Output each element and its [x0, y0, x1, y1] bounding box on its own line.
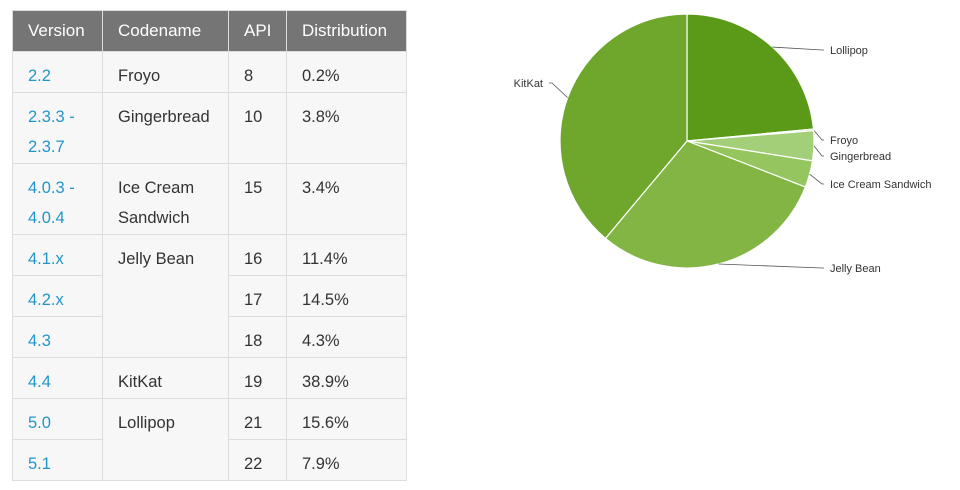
- version-cell: 4.2.x: [12, 275, 103, 317]
- api-cell: 10: [228, 92, 287, 164]
- pie-leader-line: [813, 129, 824, 141]
- version-cell: 5.0: [12, 398, 103, 440]
- table-row: 5.1 22 7.9%: [12, 439, 407, 481]
- pie-chart-svg: Lollipop Froyo Gingerbread Ice Cream Sandwi…: [514, 13, 932, 275]
- pie-label: Ice Cream Sandwich: [830, 179, 932, 191]
- codename-cell: Ice Cream Sandwich: [102, 163, 229, 235]
- pie-chart: Lollipop Froyo Gingerbread Ice Cream Sandwi…: [500, 0, 960, 490]
- version-link[interactable]: 4.3: [28, 332, 51, 350]
- version-link[interactable]: 5.0: [28, 414, 51, 432]
- api-cell: 15: [228, 163, 287, 235]
- version-link[interactable]: 2.3.3 - 2.3.7: [28, 108, 75, 156]
- version-cell: 2.2: [12, 51, 103, 93]
- distribution-cell: 11.4%: [286, 234, 407, 276]
- table-row: 5.0 Lollipop 21 15.6%: [12, 398, 407, 481]
- distribution-cell: 0.2%: [286, 51, 407, 93]
- api-cell: 16: [228, 234, 287, 276]
- version-cell: 4.3: [12, 316, 103, 358]
- api-cell: 21: [228, 398, 287, 440]
- table-row: 2.2 Froyo 8 0.2%: [12, 51, 407, 93]
- api-cell: 22: [228, 439, 287, 481]
- version-cell: 2.3.3 - 2.3.7: [12, 92, 103, 164]
- pie-label: KitKat: [514, 78, 543, 90]
- version-cell: 4.1.x: [12, 234, 103, 276]
- table-row: 2.3.3 - 2.3.7 Gingerbread 10 3.8%: [12, 92, 407, 164]
- version-cell: 4.0.3 - 4.0.4: [12, 163, 103, 235]
- version-link[interactable]: 2.2: [28, 67, 51, 85]
- api-cell: 18: [228, 316, 287, 358]
- version-link[interactable]: 4.1.x: [28, 250, 64, 268]
- pie-label: Gingerbread: [830, 151, 891, 163]
- version-link[interactable]: 4.4: [28, 373, 51, 391]
- codename-cell: Jelly Bean: [102, 234, 229, 358]
- api-cell: 8: [228, 51, 287, 93]
- header-distribution: Distribution: [286, 10, 407, 52]
- codename-cell: Gingerbread: [102, 92, 229, 164]
- codename-cell: Froyo: [102, 51, 229, 93]
- pie-leader-line: [549, 82, 568, 98]
- pie-leader-line: [772, 46, 824, 51]
- header-version: Version: [12, 10, 103, 52]
- header-codename: Codename: [102, 10, 229, 52]
- codename-cell: Lollipop: [102, 398, 229, 481]
- distribution-table: Version Codename API Distribution 2.2 Fr…: [12, 10, 407, 481]
- api-cell: 17: [228, 275, 287, 317]
- table-row: 4.2.x 17 14.5%: [12, 275, 407, 317]
- distribution-cell: 7.9%: [286, 439, 407, 481]
- version-cell: 4.4: [12, 357, 103, 399]
- header-api: API: [228, 10, 287, 52]
- distribution-cell: 14.5%: [286, 275, 407, 317]
- distribution-cell: 38.9%: [286, 357, 407, 399]
- pie-leader-line: [813, 145, 824, 157]
- codename-cell: KitKat: [102, 357, 229, 399]
- pie-label: Lollipop: [830, 45, 868, 57]
- table-row: 4.1.x Jelly Bean 16 11.4%: [12, 234, 407, 358]
- pie-label: Jelly Bean: [830, 263, 881, 275]
- table-row: 4.0.3 - 4.0.4 Ice Cream Sandwich 15 3.4%: [12, 163, 407, 235]
- table-row: 4.3 18 4.3%: [12, 316, 407, 358]
- distribution-cell: 3.4%: [286, 163, 407, 235]
- api-cell: 19: [228, 357, 287, 399]
- version-link[interactable]: 5.1: [28, 455, 51, 473]
- version-cell: 5.1: [12, 439, 103, 481]
- pie-label: Froyo: [830, 135, 858, 147]
- pie-leader-line: [809, 173, 824, 185]
- version-link[interactable]: 4.2.x: [28, 291, 64, 309]
- distribution-cell: 15.6%: [286, 398, 407, 440]
- distribution-cell: 4.3%: [286, 316, 407, 358]
- pie-leader-line: [718, 263, 824, 269]
- version-link[interactable]: 4.0.3 - 4.0.4: [28, 179, 75, 227]
- table-row: 4.4 KitKat 19 38.9%: [12, 357, 407, 399]
- distribution-cell: 3.8%: [286, 92, 407, 164]
- table-header-row: Version Codename API Distribution: [12, 10, 407, 52]
- pie-slice-lollipop: [686, 13, 815, 142]
